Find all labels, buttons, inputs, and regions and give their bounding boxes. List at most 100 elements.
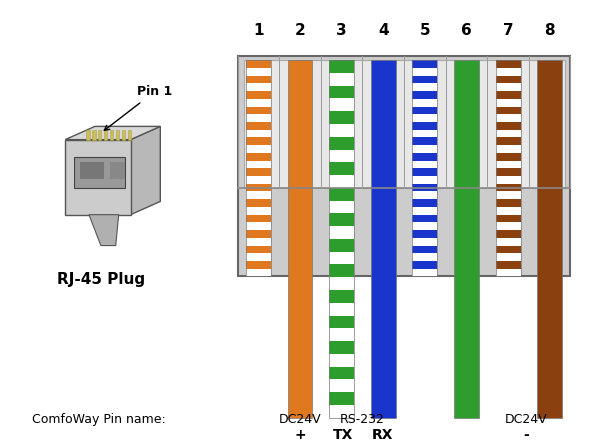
Bar [412, 106, 437, 114]
Polygon shape [65, 139, 131, 215]
Bar [496, 122, 521, 130]
Bar [329, 367, 354, 380]
Text: 3: 3 [336, 23, 347, 38]
Text: RJ-45 Plug: RJ-45 Plug [57, 272, 145, 287]
Bar [86, 130, 89, 139]
Bar [246, 230, 271, 238]
Bar [128, 130, 131, 139]
Bar [496, 230, 521, 238]
Bar [537, 60, 562, 418]
Bar [412, 122, 437, 130]
Bar [329, 265, 354, 277]
Bar [246, 169, 271, 176]
Bar [246, 245, 271, 253]
Text: 2: 2 [295, 23, 305, 38]
Bar [412, 169, 437, 176]
Bar [496, 76, 521, 83]
Text: DC24V: DC24V [278, 413, 322, 426]
Bar [246, 261, 271, 269]
Bar [412, 230, 437, 238]
Bar [246, 106, 271, 114]
Bar [246, 137, 271, 145]
Bar [329, 162, 354, 175]
Text: 1: 1 [253, 23, 263, 38]
Bar [329, 341, 354, 354]
Text: ComfoWay Pin name:: ComfoWay Pin name: [32, 413, 166, 426]
Text: 8: 8 [544, 23, 555, 38]
Text: 6: 6 [461, 23, 472, 38]
Polygon shape [65, 127, 160, 139]
Bar [246, 122, 271, 130]
Bar [98, 130, 101, 139]
Bar [238, 56, 571, 277]
Bar [496, 60, 521, 68]
Bar [80, 162, 104, 179]
Bar [329, 60, 354, 73]
Bar [496, 137, 521, 145]
Text: TX: TX [332, 427, 353, 442]
Bar [329, 86, 354, 98]
Bar [329, 137, 354, 150]
Bar [246, 91, 271, 99]
Bar [496, 60, 521, 277]
Bar [246, 60, 271, 277]
Bar [412, 76, 437, 83]
Bar [496, 261, 521, 269]
Bar [454, 60, 479, 418]
Bar [496, 153, 521, 160]
Bar [244, 60, 565, 188]
Bar [412, 184, 437, 191]
Bar [412, 91, 437, 99]
Text: 7: 7 [503, 23, 514, 38]
Bar [412, 261, 437, 269]
Bar [246, 60, 271, 68]
Bar [496, 199, 521, 207]
Text: 5: 5 [419, 23, 430, 38]
Bar [412, 245, 437, 253]
Bar [496, 184, 521, 191]
Polygon shape [89, 215, 119, 245]
Bar [246, 76, 271, 83]
Bar [412, 153, 437, 160]
Bar [110, 130, 113, 139]
Bar [496, 60, 521, 277]
Bar [329, 290, 354, 303]
Bar [329, 60, 354, 418]
Text: RX: RX [371, 427, 393, 442]
Bar [329, 60, 354, 418]
Text: 4: 4 [378, 23, 389, 38]
Bar [92, 130, 95, 139]
Bar [412, 199, 437, 207]
Bar [496, 215, 521, 223]
Bar [246, 184, 271, 191]
Bar [116, 130, 119, 139]
Bar [496, 169, 521, 176]
Bar [496, 245, 521, 253]
Bar [104, 130, 107, 139]
Polygon shape [131, 127, 160, 215]
Bar [287, 60, 313, 418]
Text: +: + [294, 427, 306, 442]
Bar [246, 199, 271, 207]
Bar [110, 162, 125, 179]
Bar [412, 60, 437, 277]
Text: Pin 1: Pin 1 [104, 85, 172, 131]
Bar [246, 153, 271, 160]
Bar [329, 111, 354, 124]
Bar [122, 130, 125, 139]
Bar [329, 392, 354, 405]
Bar [246, 60, 271, 277]
Bar [329, 239, 354, 252]
Bar [412, 137, 437, 145]
Text: -: - [523, 427, 529, 442]
Bar [412, 215, 437, 223]
Text: RS-232: RS-232 [340, 413, 385, 426]
Bar [412, 60, 437, 68]
Bar [496, 106, 521, 114]
Bar [496, 91, 521, 99]
Bar [412, 60, 437, 277]
Bar [246, 215, 271, 223]
Bar [329, 213, 354, 226]
Bar [329, 188, 354, 201]
Bar [329, 316, 354, 329]
